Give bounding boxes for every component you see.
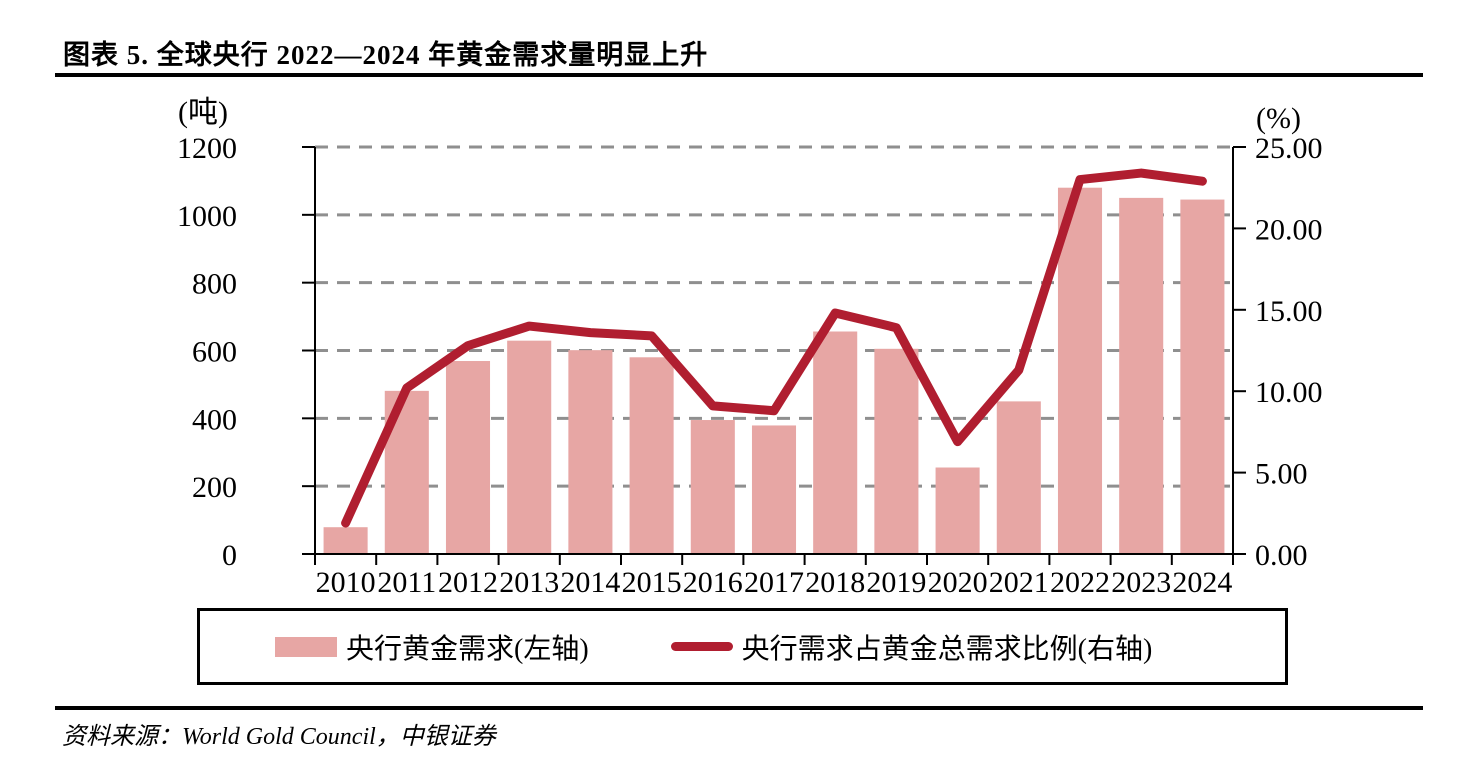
right-axis-tick-label: 20.00 [1255,213,1323,246]
legend-bar-label: 央行黄金需求(左轴) [346,633,589,665]
bar-2013 [507,340,552,554]
bar-2018 [813,331,858,554]
x-axis-tick-label: 2019 [866,566,926,599]
left-axis-tick-label: 800 [192,268,237,301]
left-axis-tick-label: 200 [192,471,237,504]
x-axis-tick-label: 2022 [1050,566,1110,599]
left-axis-tick-label: 1000 [177,200,237,233]
bar-2010 [323,527,368,554]
left-axis-tick-label: 0 [222,539,237,572]
x-axis-tick-label: 2013 [499,566,559,599]
right-axis-tick-label: 5.00 [1255,458,1308,491]
bar-2023 [1119,197,1164,554]
left-axis-tick-label: 400 [192,403,237,436]
x-axis-tick-label: 2011 [377,566,436,599]
left-axis-tick-label: 1200 [177,132,237,165]
x-axis-tick-label: 2023 [1111,566,1171,599]
x-axis-tick-label: 2016 [683,566,743,599]
bar-2019 [874,348,919,554]
right-axis-tick-label: 25.00 [1255,132,1323,165]
x-axis-tick-label: 2015 [622,566,682,599]
x-axis-tick-label: 2020 [928,566,988,599]
bar-2022 [1057,187,1103,554]
title-divider [55,73,1423,77]
bar-2016 [690,420,735,554]
source-divider [55,706,1423,710]
source-note: 资料来源：World Gold Council，中银证券 [62,724,496,750]
bar-2021 [996,401,1041,554]
right-axis-tick-label: 0.00 [1255,539,1308,572]
chart-legend: 央行黄金需求(左轴) 央行需求占黄金总需求比例(右轴) [197,608,1288,685]
right-axis-tick-label: 15.00 [1255,295,1323,328]
x-axis-tick-label: 2021 [989,566,1049,599]
right-axis-title: (%) [1256,102,1301,135]
x-axis-tick-label: 2018 [805,566,865,599]
left-axis-tick-label: 600 [192,336,237,369]
x-axis-tick-label: 2010 [316,566,376,599]
bar-2012 [445,361,491,554]
bar-2014 [568,350,613,554]
x-axis-tick-label: 2014 [560,566,620,599]
dual-axis-bar-line-chart: 1200 1000 800 600 400 200 0 25.00 20.00 15.00 10.0… [177,96,1323,599]
x-axis-tick-label: 2024 [1172,566,1232,599]
right-axis-tick-label: 10.00 [1255,376,1323,409]
bar-2024 [1180,199,1225,554]
chart-title: 图表 5. 全球央行 2022—2024 年黄金需求量明显上升 [63,40,709,70]
ratio-line [341,168,1207,528]
left-axis-title: (吨) [178,96,228,129]
legend-line-swatch [670,642,733,651]
x-axis-tick-label: 2012 [438,566,498,599]
bar-2020 [935,467,980,554]
legend-line-label: 央行需求占黄金总需求比例(右轴) [741,633,1153,665]
bar-2017 [751,425,797,554]
x-axis-tick-label: 2017 [744,566,804,599]
bar-2015 [629,357,674,554]
legend-bar-swatch [275,636,337,657]
